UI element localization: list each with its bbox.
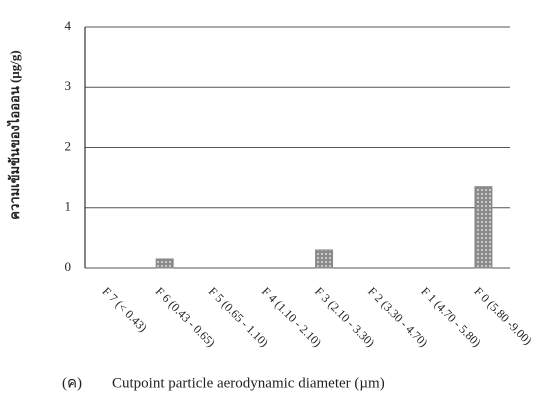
y-axis-label: ความเข้มข้นของไอออน (µg/g) [6,50,22,219]
y-tick-label: 4 [65,18,72,33]
y-tick-label: 0 [65,259,72,274]
x-tick-label: F 7 (< 0.43) [99,284,150,335]
bar [315,249,334,269]
panel-label: (ค) [62,375,82,391]
y-tick-label: 1 [65,199,72,214]
y-tick-label: 2 [65,138,72,153]
y-tick-label: 3 [65,78,72,93]
x-axis-label: Cutpoint particle aerodynamic diameter (… [112,375,385,391]
bar [155,258,174,269]
bar [474,186,493,269]
